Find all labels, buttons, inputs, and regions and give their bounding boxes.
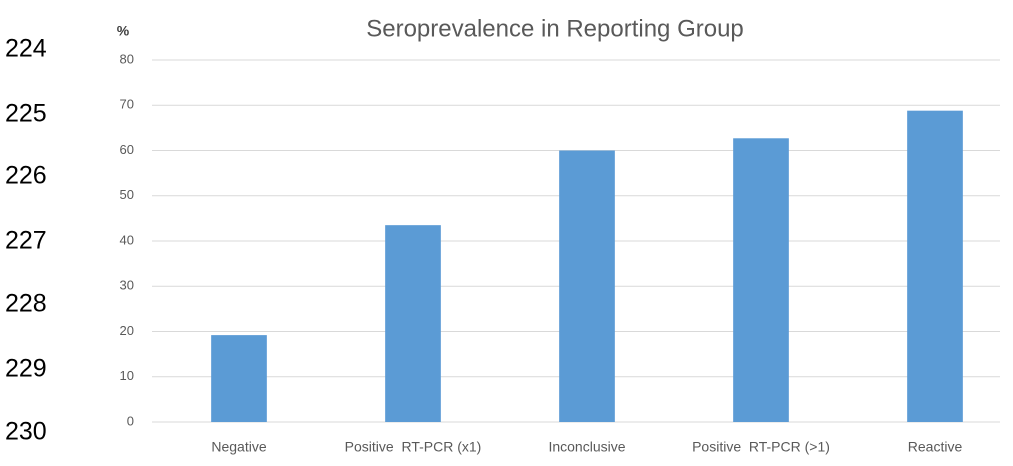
line-number: 226 [5,162,47,190]
x-tick-label: Negative [211,439,266,455]
bar [211,335,267,422]
x-tick-label: Inconclusive [548,439,625,455]
line-number: 224 [5,35,47,63]
bar [907,110,963,423]
y-tick-label: 80 [120,51,134,66]
x-tick-label: Reactive [908,439,963,455]
chart-title: Seroprevalence in Reporting Group [366,15,744,42]
y-tick-label: 30 [120,278,134,293]
y-tick-label: 20 [120,323,134,338]
bar [733,138,789,422]
y-tick-label: 0 [127,413,134,428]
y-axis-label: % [117,23,130,39]
line-number: 228 [5,290,47,318]
line-number: 229 [5,355,47,383]
y-tick-label: 70 [120,97,134,112]
x-tick-label: Positive RT-PCR (>1) [692,439,830,455]
y-tick-label: 40 [120,232,134,247]
y-tick-label: 50 [120,187,134,202]
y-tick-label: 10 [120,368,134,383]
x-tick-label: Positive RT-PCR (x1) [345,439,482,455]
bar [559,150,615,422]
y-tick-label: 60 [120,142,134,157]
line-number: 230 [5,418,47,446]
line-number: 227 [5,227,47,255]
line-number: 225 [5,100,47,128]
bar [385,225,441,422]
